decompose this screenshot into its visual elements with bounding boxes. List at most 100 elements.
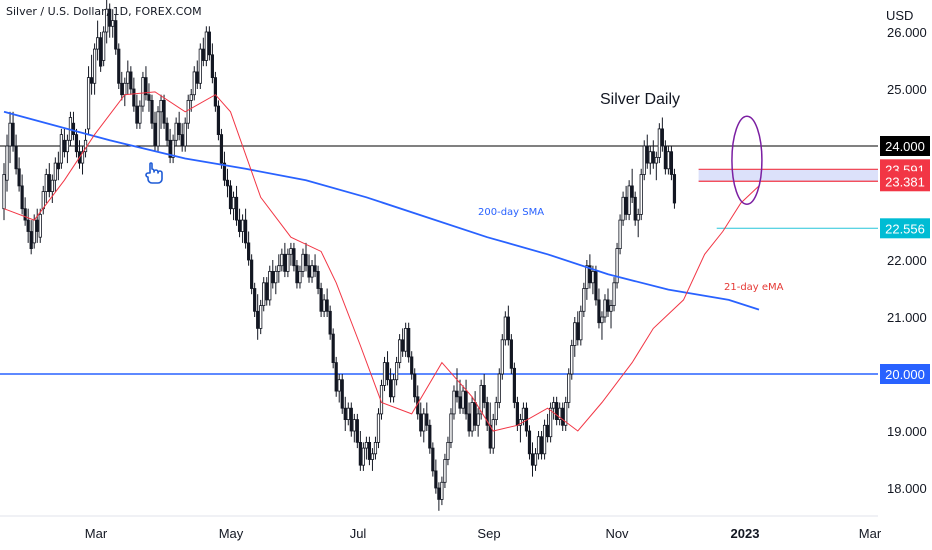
candle-body <box>449 413 453 443</box>
horizontal-levels <box>0 145 878 375</box>
candle-body <box>231 196 236 210</box>
candle-body <box>289 248 293 255</box>
candle-body <box>62 139 67 153</box>
candle-body <box>600 316 604 324</box>
candle-body <box>407 327 411 358</box>
candle-body <box>183 122 187 147</box>
candle-body <box>256 310 260 329</box>
candle-body <box>567 373 571 403</box>
candle-body <box>117 48 121 84</box>
candle-body <box>29 231 33 250</box>
candle-body <box>168 139 172 158</box>
candle-body <box>250 259 254 289</box>
candle-body <box>666 151 671 170</box>
candle-body <box>636 213 640 221</box>
candle-body <box>539 436 544 455</box>
price-badge <box>880 364 930 384</box>
candle-body <box>74 134 79 153</box>
candle-body <box>156 111 160 147</box>
candle-body <box>588 265 592 284</box>
candle-body <box>283 253 287 272</box>
candle-body <box>114 20 118 50</box>
candle-body <box>316 270 320 289</box>
candle-body <box>174 122 178 141</box>
candle-body <box>564 402 568 426</box>
candle-body <box>458 396 462 409</box>
candle-body <box>132 88 136 107</box>
candle-body <box>443 459 447 483</box>
candle-body <box>461 390 465 409</box>
candle-body <box>138 105 142 124</box>
candle-body <box>352 419 356 432</box>
candle-body <box>53 162 57 181</box>
candle-body <box>482 384 486 403</box>
candle-body <box>328 310 332 335</box>
candle-body <box>404 327 408 352</box>
candle-body <box>165 122 169 141</box>
x-tick-label: Jul <box>350 526 367 541</box>
candle-body <box>367 441 372 460</box>
candle-body <box>195 71 199 84</box>
candle-body <box>648 151 652 164</box>
candle-body <box>479 384 483 415</box>
candle-body <box>621 196 625 221</box>
candle-body <box>491 419 495 449</box>
candle-body <box>295 265 299 284</box>
time-axis[interactable]: Mar May Jul Sep Nov 2023 Mar <box>85 526 882 541</box>
candle-body <box>410 356 414 375</box>
candle-body <box>268 270 272 301</box>
candle-body <box>660 128 664 147</box>
candle-body <box>642 145 646 175</box>
candle-body <box>358 441 362 466</box>
candle-body <box>536 436 541 455</box>
candle-body <box>198 48 202 84</box>
candle-body <box>419 413 423 432</box>
candle-body <box>370 453 375 460</box>
candle-body <box>654 156 658 164</box>
candle-body <box>431 447 435 472</box>
candle-body <box>325 299 329 312</box>
price-badge-label: 23.381 <box>885 174 925 189</box>
candle-body <box>606 299 610 312</box>
candle-body <box>464 390 468 415</box>
candle-body <box>552 402 556 409</box>
candle-body <box>506 316 510 341</box>
symbol-title: Silver / U.S. Dollar, 1D, FOREX.COM <box>6 5 202 18</box>
price-badge-label: 22.556 <box>885 221 925 236</box>
candle-body <box>555 402 559 421</box>
candle-body <box>41 191 45 210</box>
candle-body <box>452 390 456 415</box>
candle-body <box>319 288 323 312</box>
candle-body <box>111 20 115 27</box>
candle-body <box>385 362 390 381</box>
candle-body <box>150 100 154 124</box>
candle-body <box>337 379 341 392</box>
candle-body <box>355 419 359 443</box>
price-badge <box>880 136 930 156</box>
candle-body <box>503 316 507 341</box>
y-tick-label: 21.000 <box>887 310 927 325</box>
candle-body <box>277 265 281 272</box>
candle-body <box>135 105 139 124</box>
candle-body <box>364 441 369 449</box>
price-axis[interactable]: 26.000 25.000 22.000 21.000 19.000 18.000 <box>887 25 927 496</box>
candles <box>2 0 677 511</box>
y-tick-label: 22.000 <box>887 253 927 268</box>
candle-body <box>99 37 103 67</box>
x-tick-label: May <box>219 526 244 541</box>
candle-body <box>310 265 314 278</box>
x-tick-label: Mar <box>85 526 108 541</box>
candle-body <box>8 122 12 147</box>
y-tick-label: 25.000 <box>887 82 927 97</box>
candle-body <box>401 339 405 352</box>
candle-body <box>243 219 248 244</box>
price-badge <box>880 171 930 192</box>
candle-body <box>80 151 85 164</box>
candle-body <box>177 122 181 135</box>
candle-body <box>180 134 184 147</box>
candle-body <box>86 77 91 130</box>
candle-body <box>579 310 583 341</box>
y-tick-label: 18.000 <box>887 481 927 496</box>
candle-body <box>672 174 677 204</box>
